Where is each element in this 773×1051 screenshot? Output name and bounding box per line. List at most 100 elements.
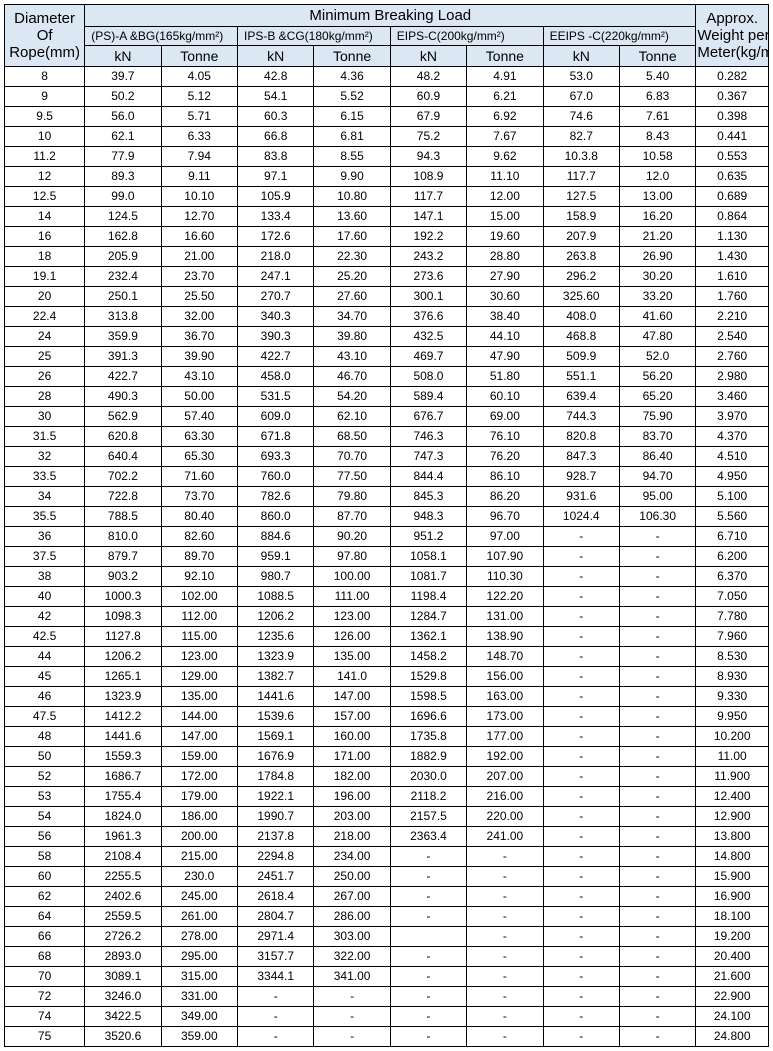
table-cell: 3520.6 [85,1027,161,1047]
table-cell: 207.9 [543,227,619,247]
table-cell: 50.2 [85,87,161,107]
table-row: 32640.465.30693.370.70747.376.20847.386.… [5,447,769,467]
table-cell: - [543,747,619,767]
table-cell: 11.2 [5,147,85,167]
table-cell: 147.00 [314,687,390,707]
table-cell: 1784.8 [238,767,314,787]
table-cell: 203.00 [314,807,390,827]
table-cell: 160.00 [314,727,390,747]
table-cell: 50.00 [161,387,237,407]
table-cell: 41.60 [619,307,695,327]
table-cell: 158.9 [543,207,619,227]
table-cell: 2108.4 [85,847,161,867]
table-row: 622402.6245.002618.4267.00----16.900 [5,887,769,907]
table-cell: 250.1 [85,287,161,307]
table-cell: - [619,587,695,607]
table-cell: 693.3 [238,447,314,467]
table-cell: - [467,1027,543,1047]
table-cell: 12.5 [5,187,85,207]
table-cell: 42 [5,607,85,627]
table-cell: 2893.0 [85,947,161,967]
table-cell: 1000.3 [85,587,161,607]
table-cell: 218.0 [238,247,314,267]
table-cell: 196.00 [314,787,390,807]
table-cell: - [543,767,619,787]
table-cell: 47.5 [5,707,85,727]
table-cell: - [619,787,695,807]
table-cell: 820.8 [543,427,619,447]
header-grade-1: IPS-B &CG(180kg/mm²) [238,27,391,46]
table-cell: 12 [5,167,85,187]
table-cell: 3089.1 [85,967,161,987]
table-cell: 14.800 [696,847,769,867]
table-row: 24359.936.70390.339.80432.544.10468.847.… [5,327,769,347]
table-cell: 9 [5,87,85,107]
table-cell: 6.200 [696,547,769,567]
table-cell: 83.8 [238,147,314,167]
table-row: 723246.0331.00------22.900 [5,987,769,1007]
table-cell: 744.3 [543,407,619,427]
table-cell: 3.970 [696,407,769,427]
table-cell: 157.00 [314,707,390,727]
table-cell: - [467,967,543,987]
table-cell: 38 [5,567,85,587]
table-cell: 21.600 [696,967,769,987]
table-cell: 278.00 [161,927,237,947]
table-cell: 1569.1 [238,727,314,747]
table-cell: 676.7 [390,407,466,427]
table-cell: 562.9 [85,407,161,427]
table-cell: 42.5 [5,627,85,647]
table-cell: 80.40 [161,507,237,527]
table-cell: 7.61 [619,107,695,127]
table-cell: 2.540 [696,327,769,347]
table-cell: 32 [5,447,85,467]
table-cell: 1539.6 [238,707,314,727]
table-cell: - [619,667,695,687]
table-cell: 9.330 [696,687,769,707]
table-cell: - [467,887,543,907]
table-cell: 286.00 [314,907,390,927]
table-cell: 60.10 [467,387,543,407]
table-cell: 4.510 [696,447,769,467]
table-cell: 8 [5,67,85,87]
table-cell: 2.980 [696,367,769,387]
table-cell: 1081.7 [390,567,466,587]
table-cell: 4.91 [467,67,543,87]
table-cell: 1922.1 [238,787,314,807]
table-cell: 4.950 [696,467,769,487]
table-cell: - [543,787,619,807]
table-cell: 0.282 [696,67,769,87]
table-cell: 28 [5,387,85,407]
header-diameter: DiameterOfRope(mm) [5,5,85,67]
table-cell: 30.60 [467,287,543,307]
table-cell: 97.80 [314,547,390,567]
table-row: 1062.16.3366.86.8175.27.6782.78.430.441 [5,127,769,147]
table-cell: 53 [5,787,85,807]
header-tonne: Tonne [314,46,390,67]
table-cell: 250.00 [314,867,390,887]
table-cell: 135.00 [314,647,390,667]
header-tonne: Tonne [161,46,237,67]
table-cell: 12.0 [619,167,695,187]
table-cell: - [543,1007,619,1027]
table-cell: 325.60 [543,287,619,307]
table-cell: 4.36 [314,67,390,87]
table-cell: 509.9 [543,347,619,367]
table-cell: 7.050 [696,587,769,607]
table-cell: 295.00 [161,947,237,967]
table-cell: - [619,887,695,907]
table-cell: - [619,1007,695,1027]
table-cell: 3246.0 [85,987,161,1007]
table-cell: 44 [5,647,85,667]
table-cell: 173.00 [467,707,543,727]
table-cell: 135.00 [161,687,237,707]
table-cell: 10.200 [696,727,769,747]
table-cell: 0.553 [696,147,769,167]
table-cell: 66 [5,927,85,947]
table-cell: 62.1 [85,127,161,147]
table-cell: 32.00 [161,307,237,327]
table-cell: - [390,847,466,867]
table-cell: 2363.4 [390,827,466,847]
table-cell: 6.83 [619,87,695,107]
table-cell: 12.900 [696,807,769,827]
